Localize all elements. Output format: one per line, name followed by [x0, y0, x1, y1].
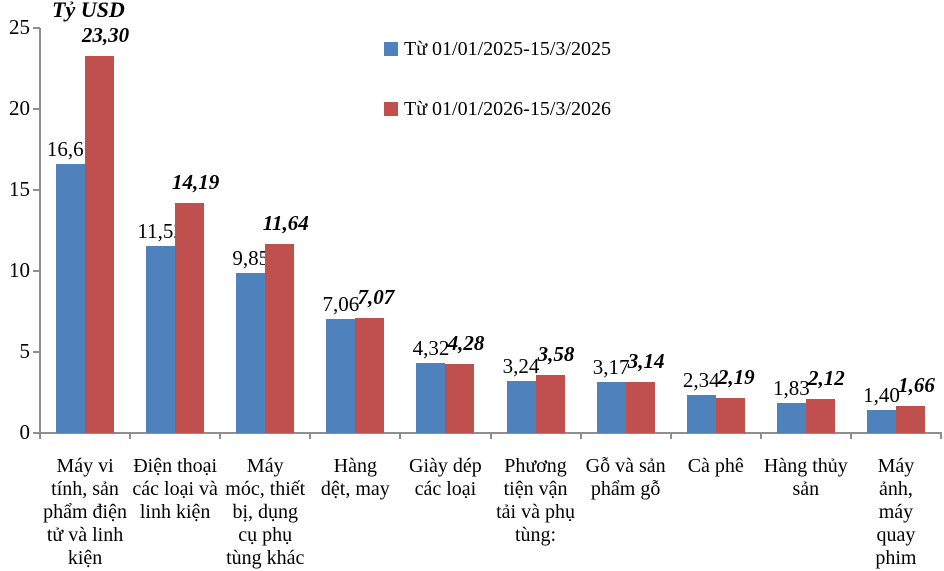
bar-series1-cat3	[236, 273, 266, 433]
legend-item-period-2025: Từ 01/01/2025-15/3/2025	[384, 36, 611, 62]
y-axis-tick	[33, 108, 40, 110]
bar-series2-cat7	[625, 382, 655, 433]
bar-series1-cat5	[416, 363, 446, 433]
bar-value-label: 2,19	[717, 364, 755, 389]
bar-value-label: 3,58	[537, 342, 575, 367]
bar-value-label: 2,34	[682, 368, 720, 393]
x-axis-category-label: Giày dép các loại	[409, 455, 482, 500]
y-axis-tick-label: 5	[19, 339, 31, 363]
legend-label-period-2026: Từ 01/01/2026-15/3/2026	[404, 98, 611, 120]
bar-series2-cat10	[895, 406, 925, 433]
bar-value-label: 3,24	[502, 353, 540, 378]
bar-value-label: 7,07	[357, 285, 395, 310]
y-axis-line	[39, 28, 41, 433]
y-axis-tick-label: 15	[9, 177, 30, 201]
x-axis-category-label: Phương tiện vận tải và phụ tùng:	[496, 455, 575, 546]
x-axis-tick	[849, 433, 852, 439]
x-axis-tick	[219, 433, 222, 439]
x-axis-category-label: Hàng thủy sản	[763, 455, 848, 500]
bar-series1-cat4	[326, 318, 356, 433]
x-axis-tick	[399, 433, 402, 439]
x-axis-category-label: Gỗ và sản phẩm gỗ	[585, 455, 666, 500]
bar-value-label: 7,06	[322, 291, 360, 316]
x-axis-category-label: Hàng dệt, may	[320, 455, 390, 500]
x-axis-tick	[309, 433, 312, 439]
bar-series2-cat9	[805, 398, 835, 433]
y-axis-tick	[33, 189, 40, 191]
x-axis-tick	[129, 433, 132, 439]
y-axis-tick	[33, 351, 40, 353]
bar-value-label: 3,17	[592, 354, 630, 379]
bar-series1-cat8	[686, 395, 716, 433]
bar-series1-cat2	[146, 246, 176, 433]
bar-series2-cat5	[445, 363, 475, 433]
x-axis-category-label: Cà phê	[687, 455, 744, 477]
bar-series2-cat2	[175, 203, 205, 433]
x-axis-category-label: Máy móc, thiết bị, dụng cụ phụ tùng khác	[225, 455, 306, 569]
bar-value-label: 9,85	[232, 246, 270, 271]
x-axis-category-label: Máy vi tính, sản phẩm điện tử và linh ki…	[43, 455, 127, 569]
x-axis-category-label: Điện thoại các loại và linh kiện	[132, 455, 218, 523]
bar-value-label: 11,64	[262, 211, 309, 236]
bar-series2-cat6	[535, 375, 565, 433]
y-axis-title: Tỷ USD	[52, 0, 125, 22]
x-axis-tick	[759, 433, 762, 439]
bar-series1-cat9	[776, 403, 806, 433]
bar-value-label: 23,30	[81, 22, 130, 47]
bar-value-label: 14,19	[172, 170, 220, 195]
x-axis-tick	[579, 433, 582, 439]
legend-label-period-2025: Từ 01/01/2025-15/3/2025	[404, 38, 611, 60]
bar-series2-cat8	[715, 397, 745, 433]
bar-value-label: 3,14	[627, 349, 665, 374]
y-axis-tick-label: 25	[9, 15, 30, 39]
y-axis-tick-label: 20	[9, 96, 30, 120]
y-axis-tick-label: 0	[19, 420, 31, 444]
x-axis-tick	[940, 433, 942, 439]
y-axis-tick	[33, 27, 40, 29]
bar-value-label: 1,66	[898, 373, 935, 398]
x-axis-tick	[489, 433, 492, 439]
bar-series2-cat3	[265, 244, 295, 433]
bar-value-label: 11,52	[137, 219, 184, 244]
bar-series1-cat10	[866, 410, 896, 433]
bar-value-label: 1,40	[863, 383, 900, 408]
y-axis-tick	[33, 270, 40, 272]
bar-value-label: 4,28	[447, 330, 485, 355]
bar-series1-cat7	[596, 381, 626, 433]
x-axis-tick	[39, 433, 41, 439]
x-axis-tick	[669, 433, 672, 439]
x-axis-category-label: Máy ảnh, máy quay phim và linh kiện	[875, 455, 917, 571]
bar-series1-cat1	[56, 163, 86, 433]
legend-swatch-blue-icon	[384, 42, 398, 56]
legend-item-period-2026: Từ 01/01/2026-15/3/2026	[384, 96, 611, 122]
bar-value-label: 2,12	[807, 365, 845, 390]
bar-series1-cat6	[506, 380, 536, 433]
bar-series2-cat1	[85, 55, 115, 433]
y-axis-tick-label: 10	[9, 258, 30, 282]
bar-value-label: 1,83	[772, 376, 810, 401]
legend: Từ 01/01/2025-15/3/2025 Từ 01/01/2026-15…	[384, 36, 611, 156]
bar-value-label: 16,61	[46, 136, 95, 161]
legend-swatch-red-icon	[384, 102, 398, 116]
bar-value-label: 4,32	[412, 336, 450, 361]
bar-series2-cat4	[355, 318, 385, 433]
y-axis-tick	[33, 432, 40, 434]
